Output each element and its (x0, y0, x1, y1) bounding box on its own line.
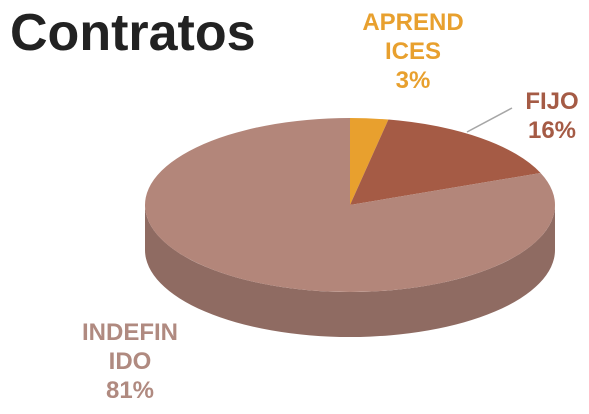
slice (350, 118, 389, 205)
slice-side (145, 205, 555, 337)
value-label: 3% (395, 67, 431, 94)
data-label: FIJO 16% (500, 87, 589, 145)
data-label: APRENDICES 3% (361, 8, 465, 95)
slice (144, 118, 555, 292)
category-label: APRENDICES (362, 9, 464, 65)
leader-line (466, 107, 513, 133)
data-label: INDEFINIDO 81% (80, 318, 180, 405)
value-label: 81% (105, 377, 155, 404)
chart-title: Contratos (10, 4, 256, 62)
value-label: 16% (527, 117, 577, 144)
slice (350, 119, 541, 205)
category-label: INDEFINIDO (82, 319, 178, 375)
category-label: FIJO (525, 88, 579, 115)
